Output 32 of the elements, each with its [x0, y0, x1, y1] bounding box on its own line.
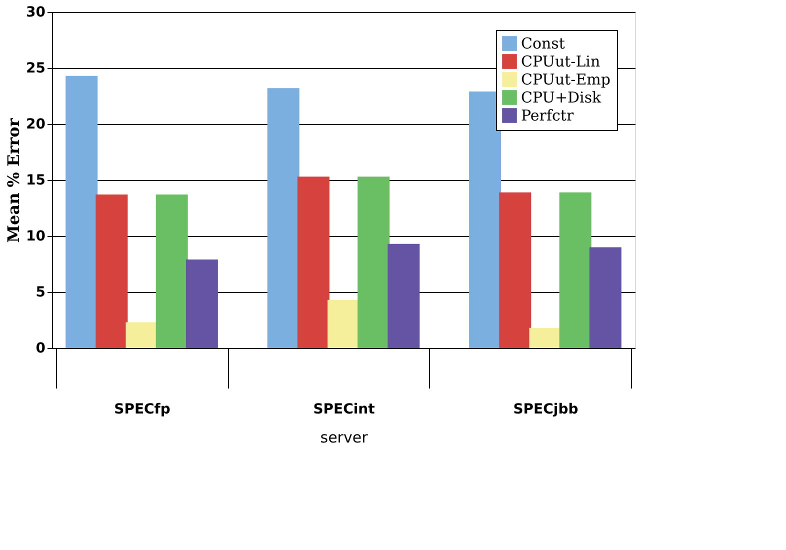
- bar: [589, 247, 622, 348]
- y-axis-title: Mean % Error: [4, 118, 24, 243]
- bar: [358, 176, 390, 348]
- x-axis-title: server: [320, 428, 369, 446]
- y-tick-label: 0: [36, 340, 46, 356]
- x-tick-label: SPECfp: [114, 402, 170, 418]
- y-tick-label: 5: [36, 284, 46, 300]
- bar: [156, 194, 188, 348]
- bar: [499, 192, 532, 348]
- y-tick-label: 10: [26, 228, 46, 244]
- bar: [388, 244, 420, 348]
- bar: [186, 260, 218, 348]
- bar: [96, 194, 128, 348]
- bar: [66, 76, 98, 348]
- bar: [559, 192, 592, 348]
- legend-label: CPU+Disk: [521, 88, 602, 106]
- bar: [126, 322, 158, 348]
- bar: [328, 300, 360, 348]
- legend-label: Perfctr: [521, 106, 574, 124]
- bar: [469, 92, 502, 348]
- y-tick-label: 30: [26, 4, 46, 20]
- bar: [267, 88, 300, 348]
- y-tick-label: 20: [26, 116, 46, 132]
- legend-label: CPUut-Lin: [521, 52, 600, 70]
- y-tick-label: 15: [26, 172, 46, 188]
- legend-label: CPUut-Emp: [521, 70, 610, 88]
- legend-label: Const: [521, 34, 565, 52]
- y-tick-label: 25: [26, 60, 46, 76]
- bar: [297, 176, 330, 348]
- bar: [529, 328, 562, 348]
- x-tick-label: SPECjbb: [513, 402, 578, 418]
- x-tick-label: SPECint: [313, 402, 376, 418]
